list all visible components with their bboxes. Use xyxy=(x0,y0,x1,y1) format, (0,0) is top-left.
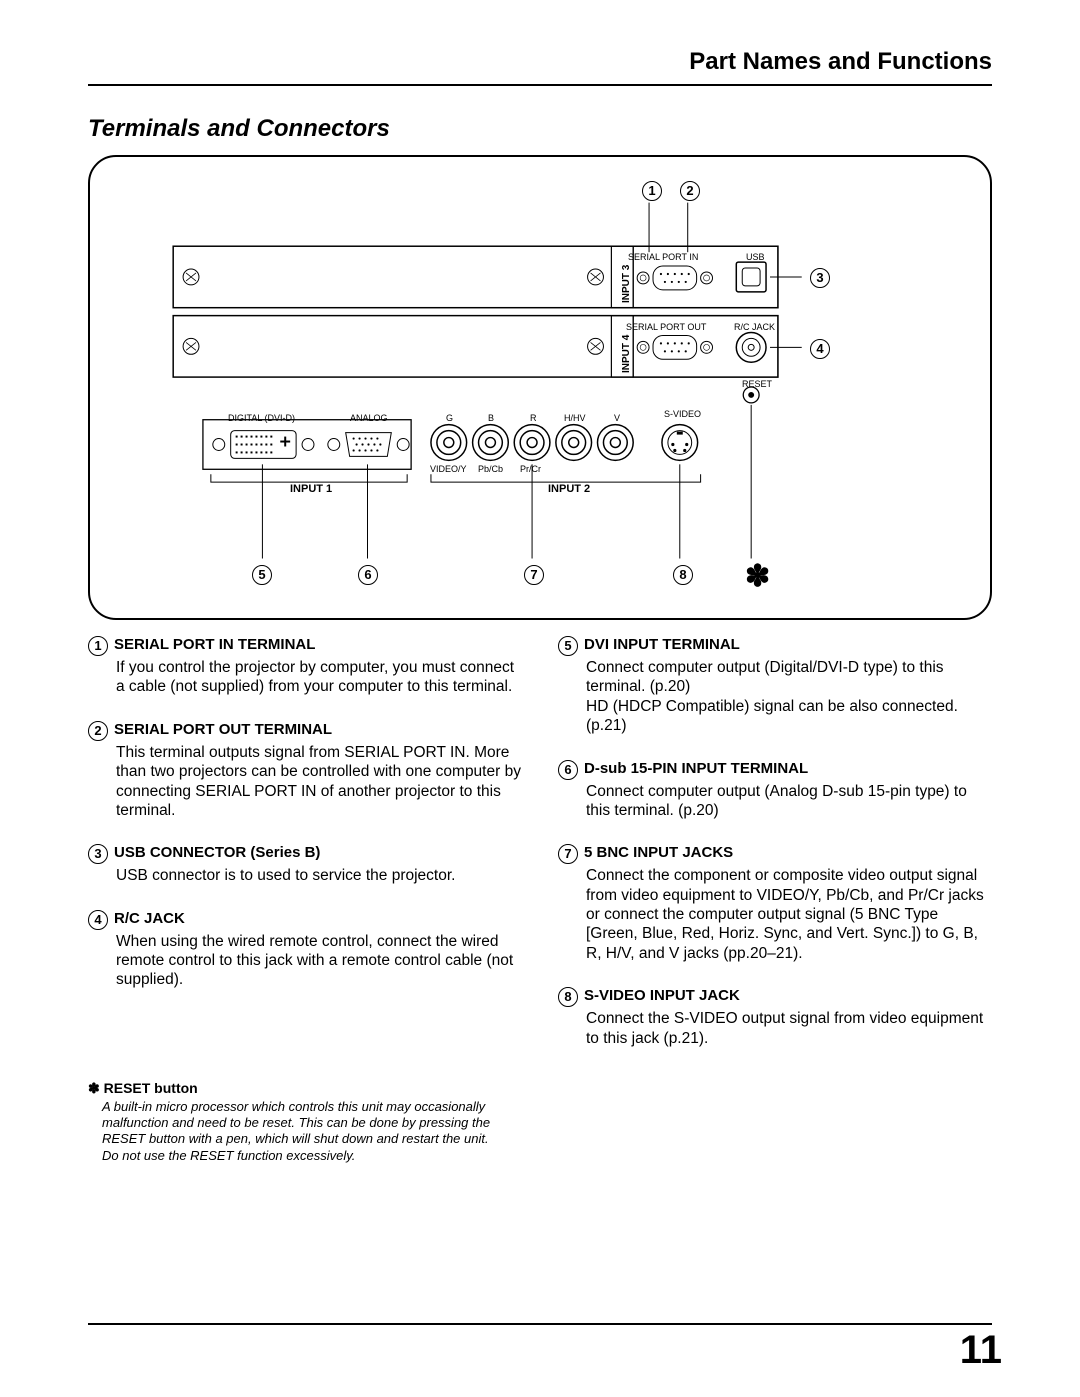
callout-1: 1 xyxy=(642,181,662,201)
label-input2: INPUT 2 xyxy=(548,483,590,495)
label-input3: INPUT 3 xyxy=(621,265,632,303)
callout-4: 4 xyxy=(810,339,830,359)
callout-7: 7 xyxy=(524,565,544,585)
label-analog: ANALOG xyxy=(350,413,388,423)
circled-7: 7 xyxy=(558,844,578,864)
header-rule xyxy=(88,84,992,86)
label-b: B xyxy=(488,413,494,423)
item-5: 5 DVI INPUT TERMINAL Connect computer ou… xyxy=(558,636,992,736)
reset-note: ✽ RESET button A built-in micro processo… xyxy=(88,1080,522,1164)
body-7: Connect the component or composite video… xyxy=(586,866,992,963)
item-3: 3 USB CONNECTOR (Series B) USB connector… xyxy=(88,844,522,885)
item-1: 1 SERIAL PORT IN TERMINAL If you control… xyxy=(88,636,522,697)
label-hhv: H/HV xyxy=(564,413,586,423)
label-usb: USB xyxy=(746,252,765,262)
left-column: 1 SERIAL PORT IN TERMINAL If you control… xyxy=(88,636,522,1164)
item-8: 8 S-VIDEO INPUT JACK Connect the S-VIDEO… xyxy=(558,987,992,1048)
callout-6: 6 xyxy=(358,565,378,585)
body-8: Connect the S-VIDEO output signal from v… xyxy=(586,1009,992,1048)
item-4: 4 R/C JACK When using the wired remote c… xyxy=(88,910,522,990)
circled-6: 6 xyxy=(558,760,578,780)
callout-8: 8 xyxy=(673,565,693,585)
label-g: G xyxy=(446,413,453,423)
callout-2: 2 xyxy=(680,181,700,201)
circled-8: 8 xyxy=(558,987,578,1007)
item-2: 2 SERIAL PORT OUT TERMINAL This terminal… xyxy=(88,721,522,821)
body-5: Connect computer output (Digital/DVI-D t… xyxy=(586,658,992,736)
body-1: If you control the projector by computer… xyxy=(116,658,522,697)
section-heading: Terminals and Connectors xyxy=(88,115,390,143)
page-number: 11 xyxy=(960,1328,1002,1373)
label-input4: INPUT 4 xyxy=(621,335,632,373)
reset-title: ✽ RESET button xyxy=(88,1080,522,1097)
title-6: D-sub 15-PIN INPUT TERMINAL xyxy=(584,760,808,777)
title-1: SERIAL PORT IN TERMINAL xyxy=(114,636,315,653)
label-serial-port-out: SERIAL PORT OUT xyxy=(626,322,706,332)
title-7: 5 BNC INPUT JACKS xyxy=(584,844,733,861)
circled-3: 3 xyxy=(88,844,108,864)
label-serial-port-in: SERIAL PORT IN xyxy=(628,252,698,262)
connector-diagram: SERIAL PORT IN USB SERIAL PORT OUT R/C J… xyxy=(88,155,992,620)
label-videoy: VIDEO/Y xyxy=(430,464,467,474)
title-2: SERIAL PORT OUT TERMINAL xyxy=(114,721,332,738)
body-3: USB connector is to used to service the … xyxy=(116,866,522,885)
item-7: 7 5 BNC INPUT JACKS Connect the componen… xyxy=(558,844,992,963)
circled-5: 5 xyxy=(558,636,578,656)
body-4: When using the wired remote control, con… xyxy=(116,932,522,990)
label-rc-jack: R/C JACK xyxy=(734,322,775,332)
footer-rule xyxy=(88,1323,992,1325)
title-8: S-VIDEO INPUT JACK xyxy=(584,987,740,1004)
body-2: This terminal outputs signal from SERIAL… xyxy=(116,743,522,821)
callout-reset-asterisk: ✽ xyxy=(745,559,770,594)
reset-body: A built-in micro processor which control… xyxy=(102,1099,502,1164)
descriptions: 1 SERIAL PORT IN TERMINAL If you control… xyxy=(88,636,992,1164)
circled-1: 1 xyxy=(88,636,108,656)
label-pbcb: Pb/Cb xyxy=(478,464,503,474)
title-5: DVI INPUT TERMINAL xyxy=(584,636,740,653)
right-column: 5 DVI INPUT TERMINAL Connect computer ou… xyxy=(558,636,992,1164)
circled-4: 4 xyxy=(88,910,108,930)
body-6: Connect computer output (Analog D-sub 15… xyxy=(586,782,992,821)
label-reset: RESET xyxy=(742,379,772,389)
label-input1: INPUT 1 xyxy=(290,483,332,495)
label-svideo: S-VIDEO xyxy=(664,409,701,419)
title-4: R/C JACK xyxy=(114,910,185,927)
label-digital-dvid: DIGITAL (DVI-D) xyxy=(228,413,295,423)
title-3: USB CONNECTOR (Series B) xyxy=(114,844,320,861)
label-r: R xyxy=(530,413,537,423)
circled-2: 2 xyxy=(88,721,108,741)
diagram-svg xyxy=(90,157,990,618)
label-prcr: Pr/Cr xyxy=(520,464,541,474)
callout-5: 5 xyxy=(252,565,272,585)
page-header-title: Part Names and Functions xyxy=(88,48,992,84)
label-v: V xyxy=(614,413,620,423)
item-6: 6 D-sub 15-PIN INPUT TERMINAL Connect co… xyxy=(558,760,992,821)
callout-3: 3 xyxy=(810,268,830,288)
